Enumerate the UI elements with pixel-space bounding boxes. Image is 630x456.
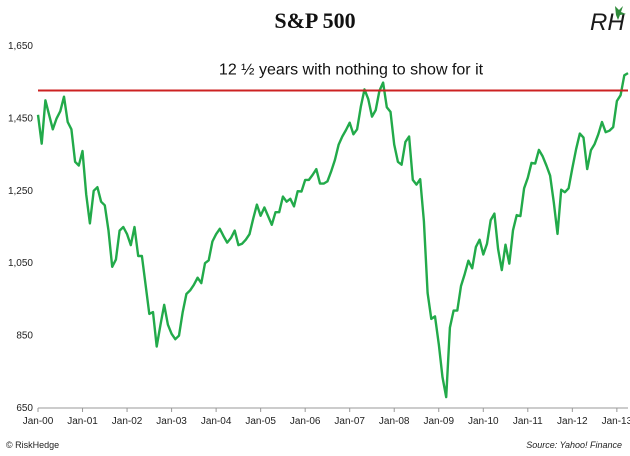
x-tick-label: Jan-09: [423, 416, 454, 427]
y-tick-label: 650: [16, 403, 33, 414]
y-tick-label: 1,250: [8, 186, 33, 197]
y-tick-label: 1,650: [8, 41, 33, 52]
y-tick-label: 850: [16, 331, 33, 342]
x-tick-label: Jan-07: [334, 416, 365, 427]
chart-title: S&P 500: [274, 8, 356, 33]
x-tick-label: Jan-03: [156, 416, 187, 427]
x-tick-label: Jan-01: [67, 416, 98, 427]
copyright-label: © RiskHedge: [6, 440, 60, 450]
x-tick-label: Jan-00: [23, 416, 54, 427]
x-tick-label: Jan-04: [201, 416, 232, 427]
x-tick-label: Jan-06: [290, 416, 321, 427]
x-tick-label: Jan-02: [112, 416, 143, 427]
source-label: Source: Yahoo! Finance: [526, 440, 622, 450]
x-tick-label: Jan-13: [602, 416, 630, 427]
riskhedge-logo: RH: [590, 6, 626, 36]
y-tick-label: 1,050: [8, 258, 33, 269]
y-tick-label: 1,450: [8, 113, 33, 124]
x-tick-label: Jan-11: [513, 416, 543, 427]
annotation-label: 12 ½ years with nothing to show for it: [219, 62, 484, 79]
sp500-line: [36, 72, 629, 399]
x-tick-label: Jan-12: [557, 416, 588, 427]
x-tick-label: Jan-05: [245, 416, 276, 427]
x-tick-label: Jan-10: [468, 416, 499, 427]
x-tick-label: Jan-08: [379, 416, 410, 427]
